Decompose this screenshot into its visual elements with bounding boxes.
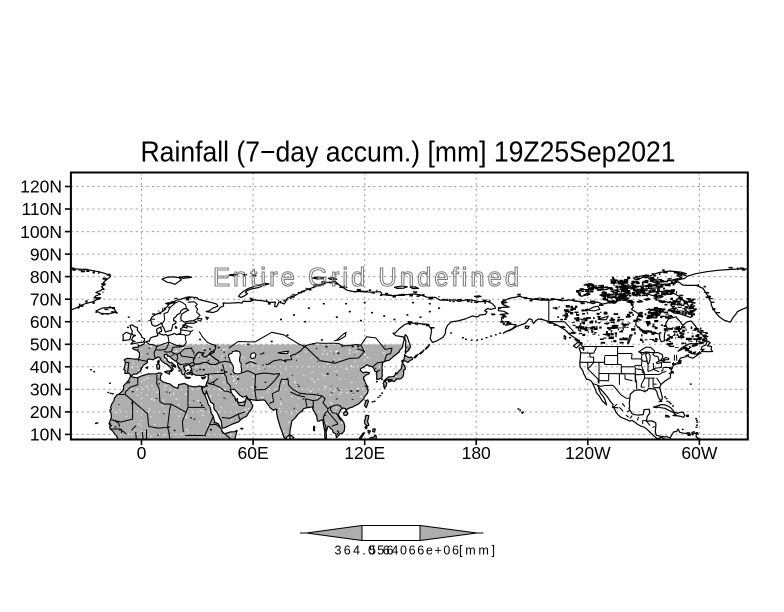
svg-text:90N: 90N — [30, 244, 62, 264]
svg-text:110N: 110N — [21, 199, 62, 219]
svg-text:30N: 30N — [30, 380, 62, 400]
svg-text:60W: 60W — [681, 443, 717, 463]
svg-text:70N: 70N — [30, 289, 62, 309]
svg-text:120N: 120N — [20, 177, 62, 197]
svg-text:80N: 80N — [30, 267, 62, 287]
svg-text:Rainfall (7−day accum.) [mm] 1: Rainfall (7−day accum.) [mm] 19Z25Sep202… — [141, 137, 676, 169]
svg-text:5.64066e+06: 5.64066e+06 — [369, 544, 459, 558]
svg-text:180: 180 — [462, 443, 491, 463]
svg-text:364.056: 364.056 — [335, 544, 394, 558]
svg-text:0: 0 — [137, 443, 147, 463]
svg-text:60E: 60E — [238, 443, 269, 463]
svg-text:120W: 120W — [565, 443, 611, 463]
svg-text:10N: 10N — [30, 425, 62, 445]
svg-text:40N: 40N — [30, 357, 62, 377]
svg-text:20N: 20N — [30, 402, 62, 422]
svg-text:50N: 50N — [30, 335, 62, 355]
svg-text:100N: 100N — [20, 222, 62, 242]
svg-text:120E: 120E — [344, 443, 385, 463]
svg-text:60N: 60N — [30, 312, 62, 332]
